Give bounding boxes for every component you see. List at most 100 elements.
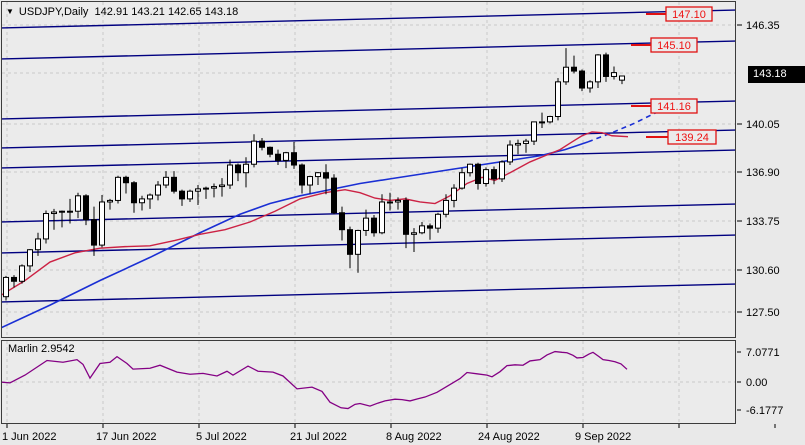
bull-candle — [283, 152, 289, 161]
bear-candle — [131, 182, 137, 204]
bear-candle — [171, 176, 177, 192]
bull-candle — [35, 238, 41, 251]
bear-candle — [475, 163, 481, 184]
bull-candle — [387, 201, 393, 204]
bull-candle — [619, 75, 625, 81]
bull-candle — [539, 121, 545, 124]
level-box[interactable] — [650, 37, 698, 53]
price-axis-label: 140.05 — [746, 119, 780, 131]
bull-candle — [515, 142, 521, 146]
target-level-objects: 147.10 145.10 141.16 139.24 — [631, 6, 717, 145]
level-price-label: 139.24 — [675, 132, 709, 144]
bear-candle — [331, 177, 337, 214]
level-box[interactable] — [665, 6, 713, 22]
bear-candle — [291, 152, 297, 166]
current-price-badge: 143.18 — [748, 66, 805, 83]
bull-candle — [499, 161, 505, 180]
time-axis-label: 8 Aug 2022 — [386, 431, 442, 443]
symbol-quote-line: ▼ USDJPY,Daily 142.91 143.21 142.65 143.1… — [6, 6, 238, 18]
bull-candle — [107, 199, 113, 203]
symbol-timeframe-label: USDJPY,Daily — [18, 6, 89, 18]
bull-candle — [411, 232, 417, 235]
bear-candle — [275, 153, 281, 161]
bull-candle — [155, 184, 161, 196]
bull-candle — [307, 176, 313, 186]
indicator-name: Marlin — [8, 343, 38, 355]
bull-candle — [211, 186, 217, 189]
indicator-current-value: 2.9542 — [41, 343, 75, 355]
dropdown-triangle-icon[interactable]: ▼ — [6, 7, 14, 16]
bull-candle — [67, 210, 73, 213]
bear-candle — [571, 66, 577, 72]
time-axis-label: 21 Jul 2022 — [290, 431, 347, 443]
bull-candle — [483, 169, 489, 184]
bull-candle — [195, 188, 201, 192]
bull-candle — [99, 201, 105, 246]
price-axis-label: 146.35 — [746, 20, 780, 32]
blue-ma-line — [2, 141, 589, 329]
bull-candle — [355, 229, 361, 255]
bull-candle — [187, 190, 193, 200]
bear-candle — [235, 164, 241, 174]
time-axis-label: 17 Jun 2022 — [96, 431, 157, 443]
bull-candle — [51, 211, 57, 215]
bull-candle — [19, 265, 25, 282]
indicator-name-value: Marlin 2.9542 — [8, 343, 75, 355]
bull-candle — [587, 81, 593, 89]
bull-candle — [459, 172, 465, 189]
bear-candle — [91, 219, 97, 246]
bull-candle — [147, 194, 153, 200]
bull-candle — [27, 249, 33, 267]
bear-candle — [427, 225, 433, 229]
time-axis[interactable]: 1 Jun 2022 17 Jun 2022 5 Jul 2022 21 Jul 20… — [2, 424, 776, 443]
bull-candle — [227, 164, 233, 186]
bear-candle — [267, 146, 273, 155]
level-box[interactable] — [667, 129, 717, 145]
bull-candle — [315, 172, 321, 178]
price-axis-label: 127.50 — [746, 307, 780, 319]
bull-candle — [243, 163, 249, 174]
bull-candle — [419, 225, 425, 234]
bull-candle — [43, 213, 49, 240]
bear-candle — [323, 172, 329, 179]
indicator-axis-label: -6.1777 — [746, 405, 783, 417]
bull-candle — [139, 198, 145, 204]
bull-candle — [219, 184, 225, 188]
price-channel-lines — [2, 9, 735, 303]
bull-candle — [563, 66, 569, 83]
level-box[interactable] — [650, 98, 698, 114]
price-axis[interactable]: 146.35 140.05 136.90 133.75 130.60 127.50 7.07… — [737, 20, 783, 417]
bear-candle — [179, 190, 185, 200]
marlin-indicator-line — [2, 350, 628, 410]
bull-candle — [203, 187, 209, 190]
grid-lines — [2, 2, 735, 423]
bull-candle — [611, 72, 617, 77]
bull-candle — [507, 144, 513, 163]
price-axis-label: 130.60 — [746, 265, 780, 277]
bull-candle — [531, 121, 537, 142]
main-chart-panel[interactable] — [1, 1, 736, 338]
quote-ohlc-values: 142.91 143.21 142.65 143.18 — [94, 6, 239, 18]
bull-candle — [555, 81, 561, 118]
bear-candle — [579, 70, 585, 89]
bull-candle — [363, 217, 369, 231]
bull-candle — [547, 116, 553, 123]
indicator-axis-label: 0.00 — [746, 377, 767, 389]
bull-candle — [395, 199, 401, 203]
bull-candle — [163, 176, 169, 186]
bull-candle — [435, 213, 441, 229]
bear-candle — [299, 164, 305, 186]
level-price-label: 145.10 — [657, 40, 691, 52]
bull-candle — [59, 210, 65, 213]
bear-candle — [339, 212, 345, 231]
level-price-label: 147.10 — [672, 9, 706, 21]
bear-candle — [83, 195, 89, 221]
bull-candle — [595, 54, 601, 83]
level-price-label: 141.16 — [657, 101, 691, 113]
bear-candle — [603, 54, 609, 77]
bull-candle — [467, 163, 473, 174]
indicator-axis-label: 7.0771 — [746, 347, 780, 359]
time-axis-label: 24 Aug 2022 — [478, 431, 540, 443]
